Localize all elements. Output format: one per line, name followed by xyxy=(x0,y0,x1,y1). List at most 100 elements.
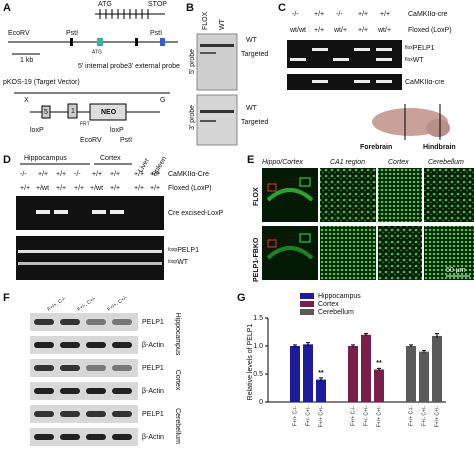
label: +/+ xyxy=(314,27,324,34)
figure-graphic xyxy=(424,226,474,280)
label: +/+ xyxy=(358,11,368,18)
figure-graphic xyxy=(320,226,376,280)
bar xyxy=(361,334,371,402)
label: +/wt xyxy=(90,185,103,192)
label: loxp xyxy=(168,259,177,265)
legend-swatch xyxy=(300,293,314,299)
x-tick-label: F+/+ C+/- xyxy=(434,406,440,428)
label: X xyxy=(24,97,29,104)
error-bar xyxy=(377,367,381,371)
blot-band xyxy=(112,434,132,440)
label: Forebrain xyxy=(360,144,392,151)
label: -/- xyxy=(292,11,299,18)
y-tick-label: 1.5 xyxy=(253,315,263,322)
blot-band xyxy=(86,388,106,394)
label: F+/+, C-/- xyxy=(46,295,67,312)
label: PELP1-FBKO xyxy=(253,237,260,282)
error-bar xyxy=(364,333,368,336)
blot-band xyxy=(60,388,80,394)
figure-graphic xyxy=(354,48,370,51)
figure-graphic xyxy=(262,168,318,222)
label: EcoRV xyxy=(8,30,30,37)
figure-graphic xyxy=(135,38,138,46)
label: +/+ xyxy=(380,11,390,18)
blot-band xyxy=(34,319,54,325)
label: flox xyxy=(405,45,413,51)
label: CaMKIIα-Cre xyxy=(168,171,209,178)
label: E xyxy=(247,154,254,166)
legend-label: Hippocampus xyxy=(318,293,361,300)
y-tick-label: 1.0 xyxy=(253,343,263,350)
label: CA1 region xyxy=(330,159,365,166)
label: β-Actin xyxy=(142,342,164,349)
figure-graphic xyxy=(89,103,127,121)
figure-graphic xyxy=(92,210,106,214)
label: Targeted xyxy=(241,119,268,126)
label: PELP1 xyxy=(413,45,435,52)
x-tick-label: F+/+ C-/- xyxy=(292,406,298,426)
x-tick-label: F+/- C+/- xyxy=(305,406,311,426)
figure-graphic xyxy=(378,226,422,280)
figure-graphic xyxy=(30,313,138,446)
label: loxpPELP1 xyxy=(168,247,199,254)
blot xyxy=(30,428,138,446)
label: +/+ xyxy=(110,171,120,178)
label: Floxed (LoxP) xyxy=(408,27,452,34)
label: Hippocampus xyxy=(24,155,67,162)
x-tick-label: F+/+ C+/- xyxy=(376,406,382,428)
blot-band xyxy=(86,365,106,371)
label: F xyxy=(3,292,10,304)
bar xyxy=(419,351,429,402)
error-bar xyxy=(351,344,355,348)
label: +/+ xyxy=(150,171,160,178)
blot-band xyxy=(112,388,132,394)
panel-label: A xyxy=(3,2,11,14)
label: 3' external probe xyxy=(128,63,180,70)
label: +/+ xyxy=(56,171,66,178)
blot-band xyxy=(60,319,80,325)
label: Cortex xyxy=(100,155,121,162)
blot-band xyxy=(86,342,106,348)
label: CaMKIIα-cre xyxy=(408,11,448,18)
label: CaMKIIα-cre xyxy=(405,79,445,86)
label: +/wt xyxy=(36,185,49,192)
figure-graphic xyxy=(110,210,124,214)
label: 5' internal probe xyxy=(78,63,128,70)
blot xyxy=(30,382,138,400)
label: flox xyxy=(405,57,413,63)
blot-band xyxy=(34,434,54,440)
label: +/+ xyxy=(110,185,120,192)
label: PELP1 xyxy=(177,247,199,254)
label: Floxed (LoxP) xyxy=(168,185,212,192)
blot xyxy=(30,359,138,377)
label: wt/+ xyxy=(333,27,347,34)
blot-band xyxy=(112,365,132,371)
blot-band xyxy=(60,342,80,348)
label: +/+ xyxy=(38,171,48,178)
label: FLOX xyxy=(253,187,260,206)
blot-band xyxy=(112,342,132,348)
label: +/+ xyxy=(134,171,144,178)
figure-graphic xyxy=(160,38,165,46)
label: PstI xyxy=(120,137,132,144)
label: pKOS-19 (Target Vector) xyxy=(3,79,80,86)
legend-swatch xyxy=(300,301,314,307)
figure-graphic xyxy=(97,38,103,46)
figure-graphic xyxy=(99,9,149,19)
label: β-Actin xyxy=(142,388,164,395)
label: -/- xyxy=(74,171,81,178)
label: β-Actin xyxy=(142,434,164,441)
label: +/+ xyxy=(314,11,324,18)
label: floxWT xyxy=(405,57,424,64)
bar xyxy=(374,369,384,402)
figure-graphic xyxy=(299,177,311,187)
x-tick-label: F+/+ C+/- xyxy=(318,406,324,428)
label: +/+ xyxy=(150,185,160,192)
blot-band xyxy=(60,411,80,417)
label: -/- xyxy=(336,11,343,18)
figure-graphic xyxy=(320,168,376,222)
label: floxPELP1 xyxy=(405,45,435,52)
x-tick-label: F+/- C+/- xyxy=(363,406,369,426)
blot-band xyxy=(86,319,106,325)
figure-graphic xyxy=(196,33,238,91)
